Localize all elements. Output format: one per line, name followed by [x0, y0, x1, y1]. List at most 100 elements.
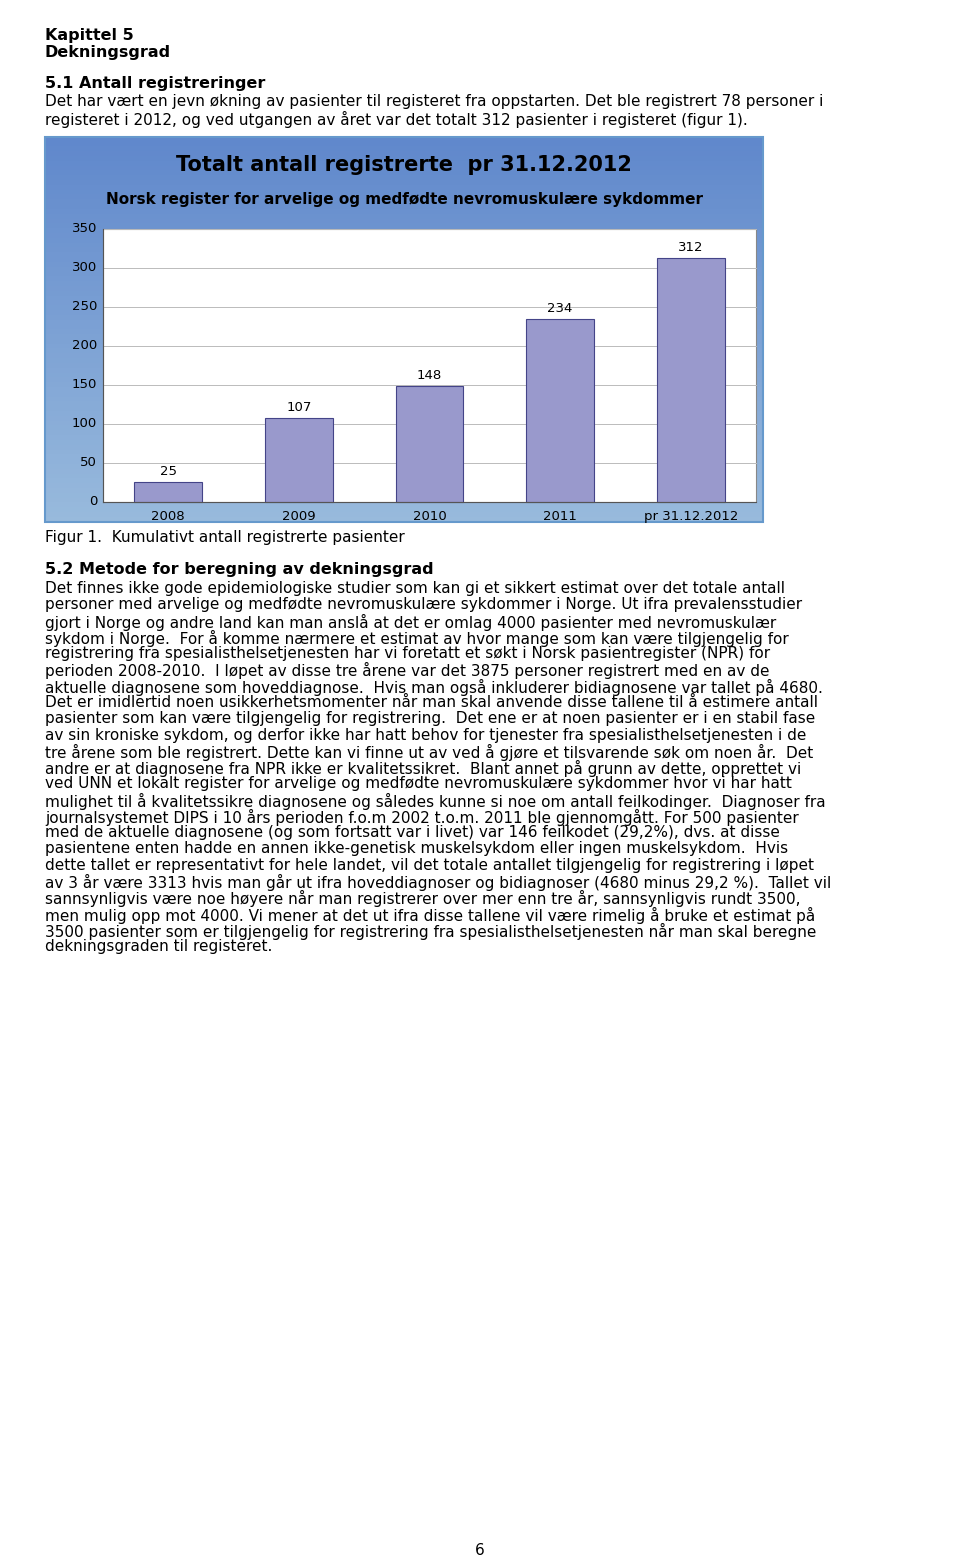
Text: med de aktuelle diagnosene (og som fortsatt var i livet) var 146 feilkodet (29,2: med de aktuelle diagnosene (og som forts… — [45, 826, 780, 840]
Text: sykdom i Norge.  For å komme nærmere et estimat av hvor mange som kan være tilgj: sykdom i Norge. For å komme nærmere et e… — [45, 630, 789, 647]
Bar — [45, 305, 763, 311]
Bar — [45, 242, 763, 249]
Bar — [45, 372, 763, 378]
Bar — [45, 161, 763, 167]
Bar — [45, 210, 763, 216]
Bar — [45, 252, 763, 258]
Text: pr 31.12.2012: pr 31.12.2012 — [643, 510, 738, 522]
Bar — [45, 391, 763, 399]
Bar — [45, 261, 763, 267]
Bar — [45, 310, 763, 316]
Text: aktuelle diagnosene som hoveddiagnose.  Hvis man også inkluderer bidiagnosene va: aktuelle diagnosene som hoveddiagnose. H… — [45, 679, 823, 696]
Bar — [45, 175, 763, 181]
Text: 0: 0 — [88, 496, 97, 508]
Text: 50: 50 — [80, 457, 97, 469]
Bar — [45, 194, 763, 200]
Bar — [45, 238, 763, 244]
Bar — [45, 247, 763, 253]
Bar — [45, 449, 763, 455]
Text: Totalt antall registrerte  pr 31.12.2012: Totalt antall registrerte pr 31.12.2012 — [176, 155, 632, 175]
Bar — [45, 136, 763, 522]
Bar — [45, 189, 763, 196]
Bar — [396, 386, 464, 502]
Bar — [45, 483, 763, 490]
Text: Norsk register for arvelige og medfødte nevromuskulære sykdommer: Norsk register for arvelige og medfødte … — [106, 192, 703, 206]
Bar — [45, 272, 763, 278]
Bar — [45, 425, 763, 432]
Bar — [45, 180, 763, 186]
Text: dette tallet er representativt for hele landet, vil det totale antallet tilgjeng: dette tallet er representativt for hele … — [45, 857, 814, 873]
Bar — [45, 266, 763, 274]
Bar — [45, 397, 763, 404]
Bar — [45, 328, 763, 336]
Bar — [526, 319, 594, 502]
Bar — [45, 152, 763, 158]
Text: Det finnes ikke gode epidemiologiske studier som kan gi et sikkert estimat over : Det finnes ikke gode epidemiologiske stu… — [45, 580, 785, 596]
Bar — [45, 382, 763, 388]
Text: dekningsgraden til registeret.: dekningsgraden til registeret. — [45, 938, 273, 954]
Text: Figur 1.  Kumulativt antall registrerte pasienter: Figur 1. Kumulativt antall registrerte p… — [45, 530, 405, 544]
Bar — [45, 349, 763, 355]
Text: av 3 år være 3313 hvis man går ut ifra hoveddiagnoser og bidiagnoser (4680 minus: av 3 år være 3313 hvis man går ut ifra h… — [45, 874, 831, 891]
Bar — [45, 224, 763, 230]
Bar — [45, 411, 763, 418]
Bar — [45, 291, 763, 297]
Text: personer med arvelige og medfødte nevromuskulære sykdommer i Norge. Ut ifra prev: personer med arvelige og medfødte nevrom… — [45, 597, 803, 612]
Text: mulighet til å kvalitetssikre diagnosene og således kunne si noe om antall feilk: mulighet til å kvalitetssikre diagnosene… — [45, 793, 826, 810]
Text: 5.2 Metode for beregning av dekningsgrad: 5.2 Metode for beregning av dekningsgrad — [45, 563, 434, 577]
Bar — [45, 219, 763, 225]
Text: registrering fra spesialisthelsetjenesten har vi foretatt et søkt i Norsk pasien: registrering fra spesialisthelsetjeneste… — [45, 646, 770, 662]
Bar — [45, 170, 763, 177]
Text: Kapittel 5: Kapittel 5 — [45, 28, 133, 42]
Bar — [45, 465, 763, 471]
Bar — [45, 277, 763, 283]
Text: Det har vært en jevn økning av pasienter til registeret fra oppstarten. Det ble : Det har vært en jevn økning av pasienter… — [45, 94, 824, 109]
Bar — [45, 256, 763, 263]
Bar — [45, 166, 763, 172]
Bar — [45, 335, 763, 341]
Bar — [45, 314, 763, 321]
Bar — [45, 228, 763, 235]
Bar — [45, 469, 763, 475]
Text: journalsystemet DIPS i 10 års perioden f.o.m 2002 t.o.m. 2011 ble gjennomgått. F: journalsystemet DIPS i 10 års perioden f… — [45, 809, 799, 826]
Bar — [45, 454, 763, 461]
Bar — [45, 141, 763, 149]
Bar — [45, 324, 763, 330]
Text: 250: 250 — [72, 300, 97, 313]
Bar — [45, 416, 763, 422]
Bar — [45, 507, 763, 513]
Text: pasienter som kan være tilgjengelig for registrering.  Det ene er at noen pasien: pasienter som kan være tilgjengelig for … — [45, 712, 815, 726]
Text: pasientene enten hadde en annen ikke-genetisk muskelsykdom eller ingen muskelsyk: pasientene enten hadde en annen ikke-gen… — [45, 841, 788, 857]
Text: 6: 6 — [475, 1544, 485, 1558]
Bar — [265, 418, 333, 502]
Text: 5.1 Antall registreringer: 5.1 Antall registreringer — [45, 75, 265, 91]
Bar — [45, 344, 763, 350]
Bar — [134, 482, 203, 502]
Bar — [45, 439, 763, 446]
Text: men mulig opp mot 4000. Vi mener at det ut ifra disse tallene vil være rimelig å: men mulig opp mot 4000. Vi mener at det … — [45, 907, 815, 924]
Bar — [45, 497, 763, 504]
Text: av sin kroniske sykdom, og derfor ikke har hatt behov for tjenester fra spesiali: av sin kroniske sykdom, og derfor ikke h… — [45, 727, 806, 743]
Text: 2010: 2010 — [413, 510, 446, 522]
Text: 200: 200 — [72, 339, 97, 352]
Text: Dekningsgrad: Dekningsgrad — [45, 45, 171, 59]
Bar — [103, 228, 756, 502]
Text: tre årene som ble registrert. Dette kan vi finne ut av ved å gjøre et tilsvarend: tre årene som ble registrert. Dette kan … — [45, 744, 813, 760]
Bar — [45, 386, 763, 393]
Bar — [45, 430, 763, 436]
Text: sannsynligvis være noe høyere når man registrerer over mer enn tre år, sannsynli: sannsynligvis være noe høyere når man re… — [45, 890, 801, 907]
Text: andre er at diagnosene fra NPR ikke er kvalitetssikret.  Blant annet på grunn av: andre er at diagnosene fra NPR ikke er k… — [45, 760, 802, 777]
Bar — [45, 199, 763, 205]
Bar — [45, 479, 763, 485]
Text: 148: 148 — [417, 369, 443, 382]
Bar — [45, 407, 763, 413]
Text: 25: 25 — [159, 465, 177, 479]
Bar — [45, 511, 763, 518]
Bar — [45, 358, 763, 364]
Text: 312: 312 — [678, 241, 704, 255]
Text: 100: 100 — [72, 418, 97, 430]
Bar — [45, 488, 763, 494]
Bar — [45, 493, 763, 499]
Bar — [45, 474, 763, 480]
Bar — [45, 421, 763, 427]
